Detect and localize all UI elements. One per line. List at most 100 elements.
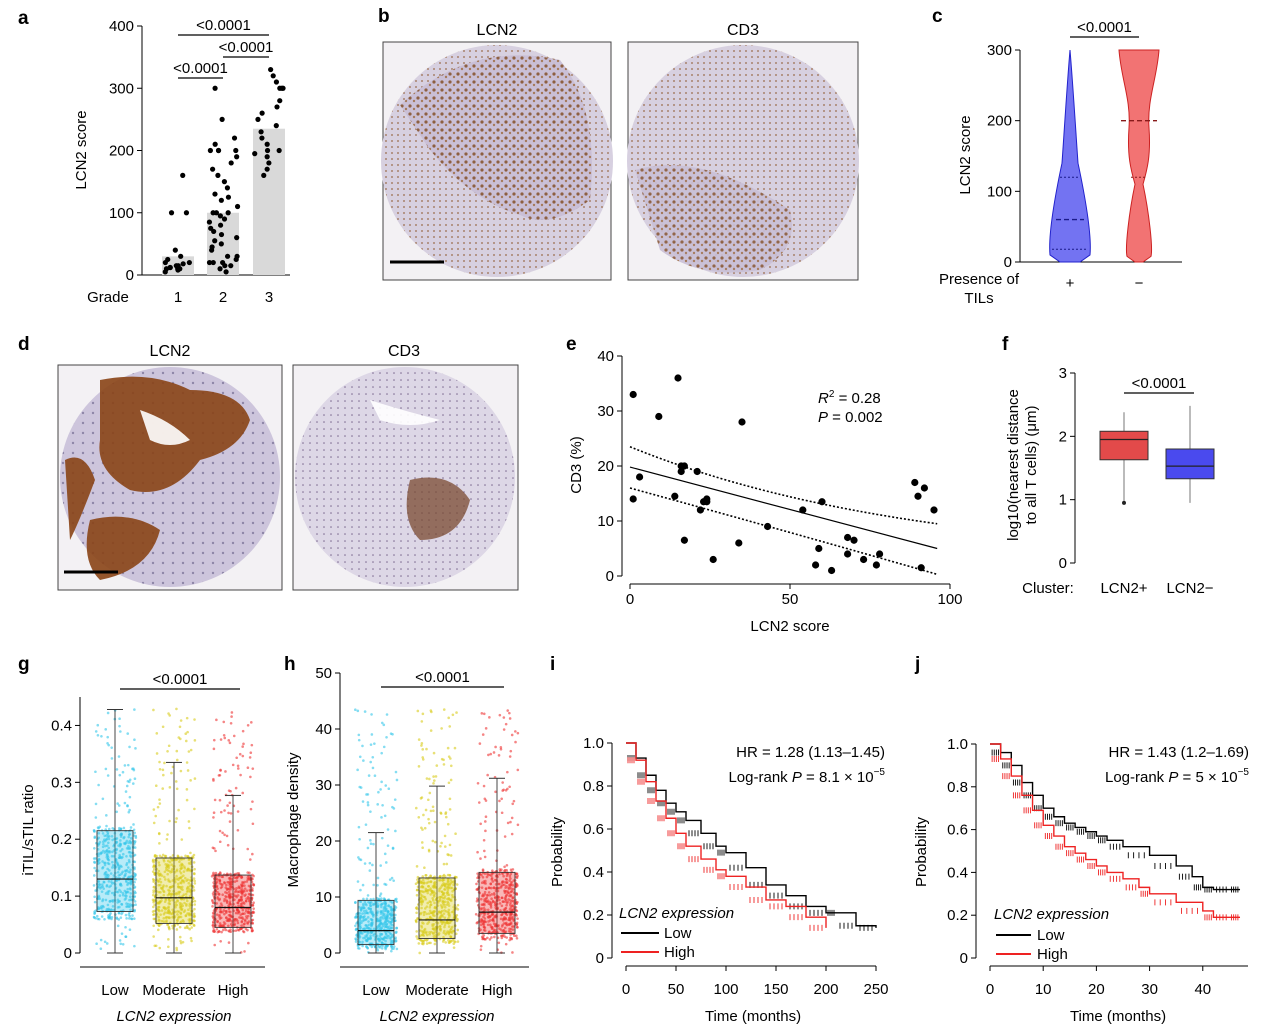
panel-a-data-point — [234, 253, 240, 259]
panel-g-jitter-point — [153, 854, 157, 857]
panel-g-jitter-point — [105, 942, 109, 945]
panel-g-jitter-point — [133, 875, 137, 878]
panel-h-jitter-point — [476, 897, 479, 901]
panel-g-jitter-point — [175, 874, 178, 878]
panel-g-jitter-point — [221, 831, 224, 835]
panel-h-x-tick-label: Moderate — [405, 982, 468, 999]
panel-h-jitter-point — [443, 834, 447, 838]
panel-g-jitter-point — [129, 879, 133, 883]
panel-g-jitter-point — [233, 880, 237, 883]
panel-g-jitter-point — [118, 888, 121, 892]
panel-h-jitter-point — [481, 733, 485, 736]
panel-g-jitter-point — [98, 825, 102, 829]
panel-a-data-point — [234, 203, 241, 210]
panel-h-jitter-point — [420, 720, 424, 723]
panel-g-jitter-point — [174, 820, 178, 824]
panel-h-jitter-point — [385, 736, 388, 739]
panel-g-jitter-point — [217, 774, 221, 777]
panel-g-jitter-point — [162, 920, 166, 923]
panel-h-jitter-point — [510, 816, 514, 820]
panel-h-jitter-point — [503, 865, 506, 869]
panel-e: e 0 10 20 30 40 0 50 100 CD3 (%) LCN2 score R2 … — [566, 334, 963, 635]
panel-g-jitter-point — [239, 916, 243, 920]
panel-g-jitter-point — [128, 911, 131, 914]
panel-g-jitter-point — [241, 908, 245, 912]
panel-j-legend-low: Low — [1037, 927, 1065, 944]
panel-h-jitter-point — [421, 758, 425, 761]
panel-e-p: P = 0.002 — [818, 409, 883, 426]
panel-g-jitter-point — [192, 912, 196, 916]
panel-g-jitter-point — [129, 826, 133, 829]
panel-h-jitter-point — [384, 784, 388, 787]
panel-g-jitter-point — [107, 837, 111, 841]
panel-g-jitter-point — [180, 907, 184, 911]
panel-g-jitter-point — [124, 925, 127, 929]
panel-g-box — [96, 830, 134, 912]
stain-region-d-lcn2-2 — [65, 457, 95, 540]
panel-g-jitter-point — [228, 896, 232, 899]
panel-h-jitter-point — [433, 942, 437, 946]
panel-g-jitter-point — [241, 754, 245, 758]
panel-a-data-point — [212, 238, 218, 244]
panel-h-jitter-point — [414, 919, 418, 923]
panel-e-data-point — [911, 478, 919, 487]
panel-h-jitter-point — [431, 805, 435, 809]
panel-g-jitter-point — [129, 898, 133, 901]
panel-h-jitter-point — [366, 803, 370, 807]
panel-h-jitter-point — [390, 947, 394, 951]
panel-g-jitter-point — [132, 828, 136, 832]
panel-a-x-tick-label: 3 — [265, 289, 273, 306]
panel-h-jitter-point — [486, 773, 489, 777]
panel-g-jitter-point — [126, 887, 130, 891]
panel-h-jitter-point — [512, 799, 516, 803]
panel-g-jitter-point — [106, 857, 109, 861]
panel-g-jitter-point — [251, 918, 255, 922]
panel-g-jitter-point — [239, 895, 243, 899]
panel-j-y-tick-label: 0.4 — [947, 864, 968, 881]
panel-g-jitter-point — [126, 804, 129, 808]
panel-a-data-point — [266, 160, 272, 166]
panel-h-jitter-point — [456, 928, 460, 932]
panel-h-jitter-point — [454, 832, 457, 836]
panel-d-title-lcn2: LCN2 — [150, 343, 191, 360]
panel-g-jitter-point — [127, 810, 131, 814]
panel-i-y-tick-label: 0 — [596, 950, 604, 967]
panel-g-jitter-point — [162, 859, 166, 863]
panel-a-y-tick-label: 200 — [109, 143, 134, 160]
panel-h-jitter-point — [475, 882, 478, 886]
panel-a-data-point — [178, 253, 184, 259]
panel-g-jitter-point — [133, 880, 136, 884]
panel-g-jitter-point — [99, 938, 103, 942]
panel-g-xlabel: LCN2 expression — [116, 1008, 231, 1025]
panel-g-jitter-point — [175, 817, 178, 820]
panel-g-jitter-point — [242, 742, 245, 746]
panel-g-jitter-point — [175, 787, 179, 791]
panel-h-jitter-point — [509, 749, 513, 753]
panel-g-jitter-point — [127, 859, 131, 862]
panel-g-jitter-point — [134, 747, 137, 750]
panel-g-jitter-point — [179, 719, 183, 722]
panel-c-x-tick-label: − — [1135, 275, 1144, 292]
panel-h-jitter-point — [373, 742, 376, 745]
panel-h-jitter-point — [453, 746, 457, 750]
panel-g-jitter-point — [159, 880, 163, 884]
panel-h-jitter-point — [391, 805, 394, 809]
panel-h-jitter-point — [431, 839, 435, 843]
panel-c-y-tick-label: 100 — [987, 183, 1012, 200]
panel-a-data-point — [175, 263, 181, 269]
panel-f-y-tick-label: 0 — [1059, 555, 1067, 572]
panel-h-jitter-point — [442, 758, 445, 762]
panel-h-jitter-point — [491, 869, 494, 872]
panel-a-y-tick-label: 400 — [109, 18, 134, 35]
panel-g-jitter-point — [108, 916, 112, 920]
panel-j-x-tick-label: 20 — [1088, 981, 1105, 998]
panel-h-jitter-point — [416, 917, 419, 920]
panel-h-jitter-point — [447, 716, 450, 720]
panel-g-jitter-point — [118, 939, 122, 942]
panel-g-jitter-point — [116, 906, 120, 909]
panel-g-jitter-point — [251, 800, 254, 803]
panel-h-jitter-point — [475, 888, 479, 891]
panel-a-data-point — [219, 116, 225, 122]
panel-g-jitter-point — [166, 923, 169, 927]
panel-g-jitter-point — [129, 854, 132, 857]
